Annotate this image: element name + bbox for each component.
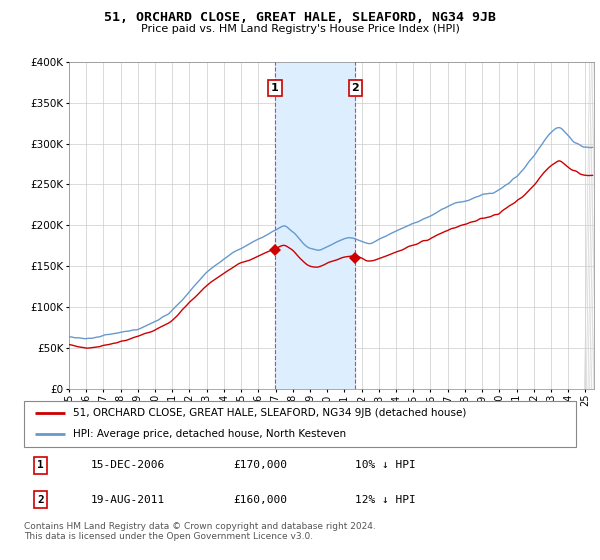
Text: 1: 1	[271, 83, 279, 93]
Text: Price paid vs. HM Land Registry's House Price Index (HPI): Price paid vs. HM Land Registry's House …	[140, 24, 460, 34]
Text: 2: 2	[352, 83, 359, 93]
Text: 12% ↓ HPI: 12% ↓ HPI	[355, 494, 416, 505]
Text: £160,000: £160,000	[234, 494, 288, 505]
Text: £170,000: £170,000	[234, 460, 288, 470]
FancyBboxPatch shape	[24, 401, 576, 447]
Text: 15-DEC-2006: 15-DEC-2006	[90, 460, 164, 470]
Text: 10% ↓ HPI: 10% ↓ HPI	[355, 460, 416, 470]
Text: 1: 1	[37, 460, 44, 470]
Text: Contains HM Land Registry data © Crown copyright and database right 2024.
This d: Contains HM Land Registry data © Crown c…	[24, 522, 376, 542]
Bar	[586, 62, 594, 389]
Text: 19-AUG-2011: 19-AUG-2011	[90, 494, 164, 505]
Text: HPI: Average price, detached house, North Kesteven: HPI: Average price, detached house, Nort…	[73, 430, 346, 440]
Text: 51, ORCHARD CLOSE, GREAT HALE, SLEAFORD, NG34 9JB: 51, ORCHARD CLOSE, GREAT HALE, SLEAFORD,…	[104, 11, 496, 24]
Bar	[275, 62, 355, 389]
Text: 2: 2	[37, 494, 44, 505]
Text: 51, ORCHARD CLOSE, GREAT HALE, SLEAFORD, NG34 9JB (detached house): 51, ORCHARD CLOSE, GREAT HALE, SLEAFORD,…	[73, 408, 466, 418]
